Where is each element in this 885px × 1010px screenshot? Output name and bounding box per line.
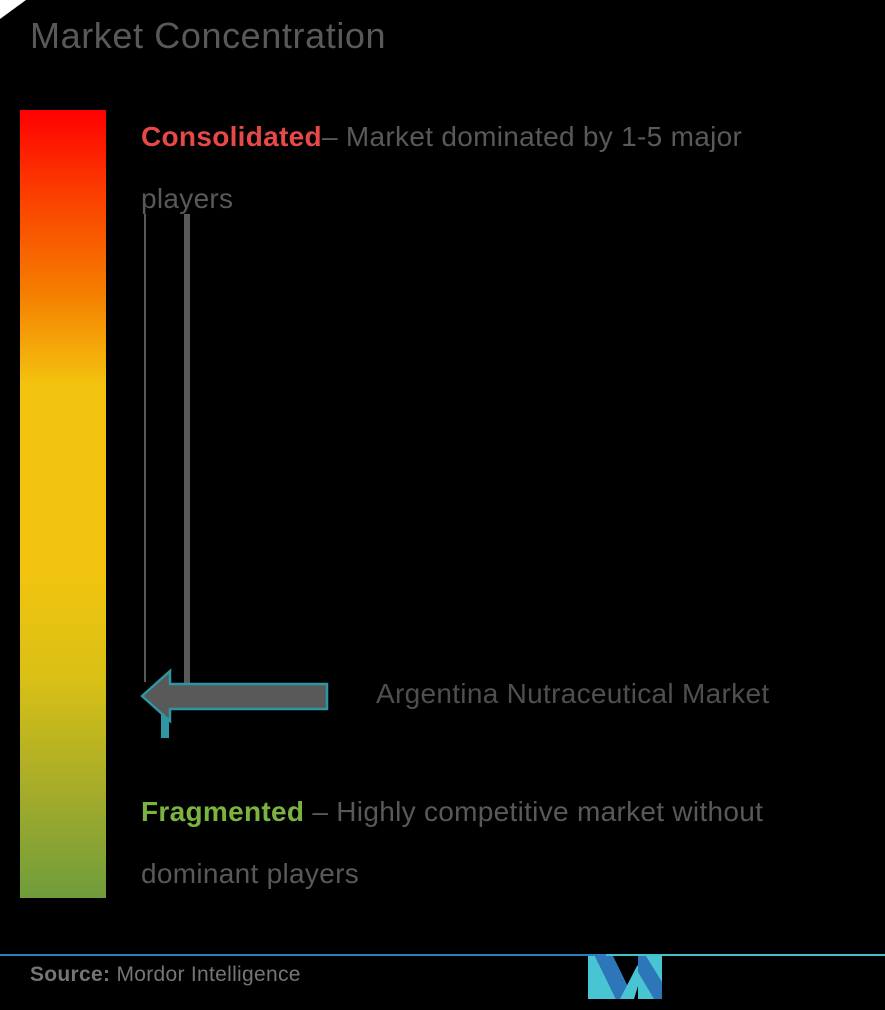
footer-divider-teal — [606, 954, 885, 956]
fragmented-description: Highly competitive market without domina… — [141, 796, 764, 889]
source-label: Source: — [30, 963, 111, 986]
source-attribution: Source: Mordor Intelligence — [30, 960, 301, 990]
concentration-gradient-bar — [20, 110, 106, 898]
leader-line-thin — [144, 214, 146, 682]
consolidated-separator: – — [321, 121, 346, 152]
page-title: Market Concentration — [30, 15, 387, 56]
logo-blue-band — [595, 956, 634, 999]
fragmented-keyword: Fragmented — [141, 796, 305, 827]
consolidated-label: Consolidated– Market dominated by 1-5 ma… — [141, 106, 841, 230]
logo-top-notch — [632, 956, 638, 966]
footer-divider-blue — [0, 954, 606, 956]
corner-fold-decoration — [0, 0, 26, 19]
consolidated-description: Market dominated by 1-5 major players — [141, 121, 743, 214]
market-pointer-label: Argentina Nutraceutical Market — [376, 678, 770, 709]
leader-line-thick — [184, 214, 190, 684]
logo-mid-teal-wedge — [620, 964, 638, 999]
arrow-shape — [140, 668, 329, 724]
left-arrow-pointer — [140, 668, 329, 738]
consolidated-keyword: Consolidated — [141, 121, 322, 152]
fragmented-separator: – — [304, 796, 337, 827]
fragmented-label: Fragmented – Highly competitive market w… — [141, 781, 841, 905]
mordor-intelligence-logo — [588, 956, 662, 999]
logo-left-teal-band — [588, 956, 616, 999]
logo-right-blue-diagonal — [638, 956, 662, 999]
source-value: Mordor Intelligence — [116, 963, 301, 986]
arrow-tail-accent — [161, 715, 169, 738]
